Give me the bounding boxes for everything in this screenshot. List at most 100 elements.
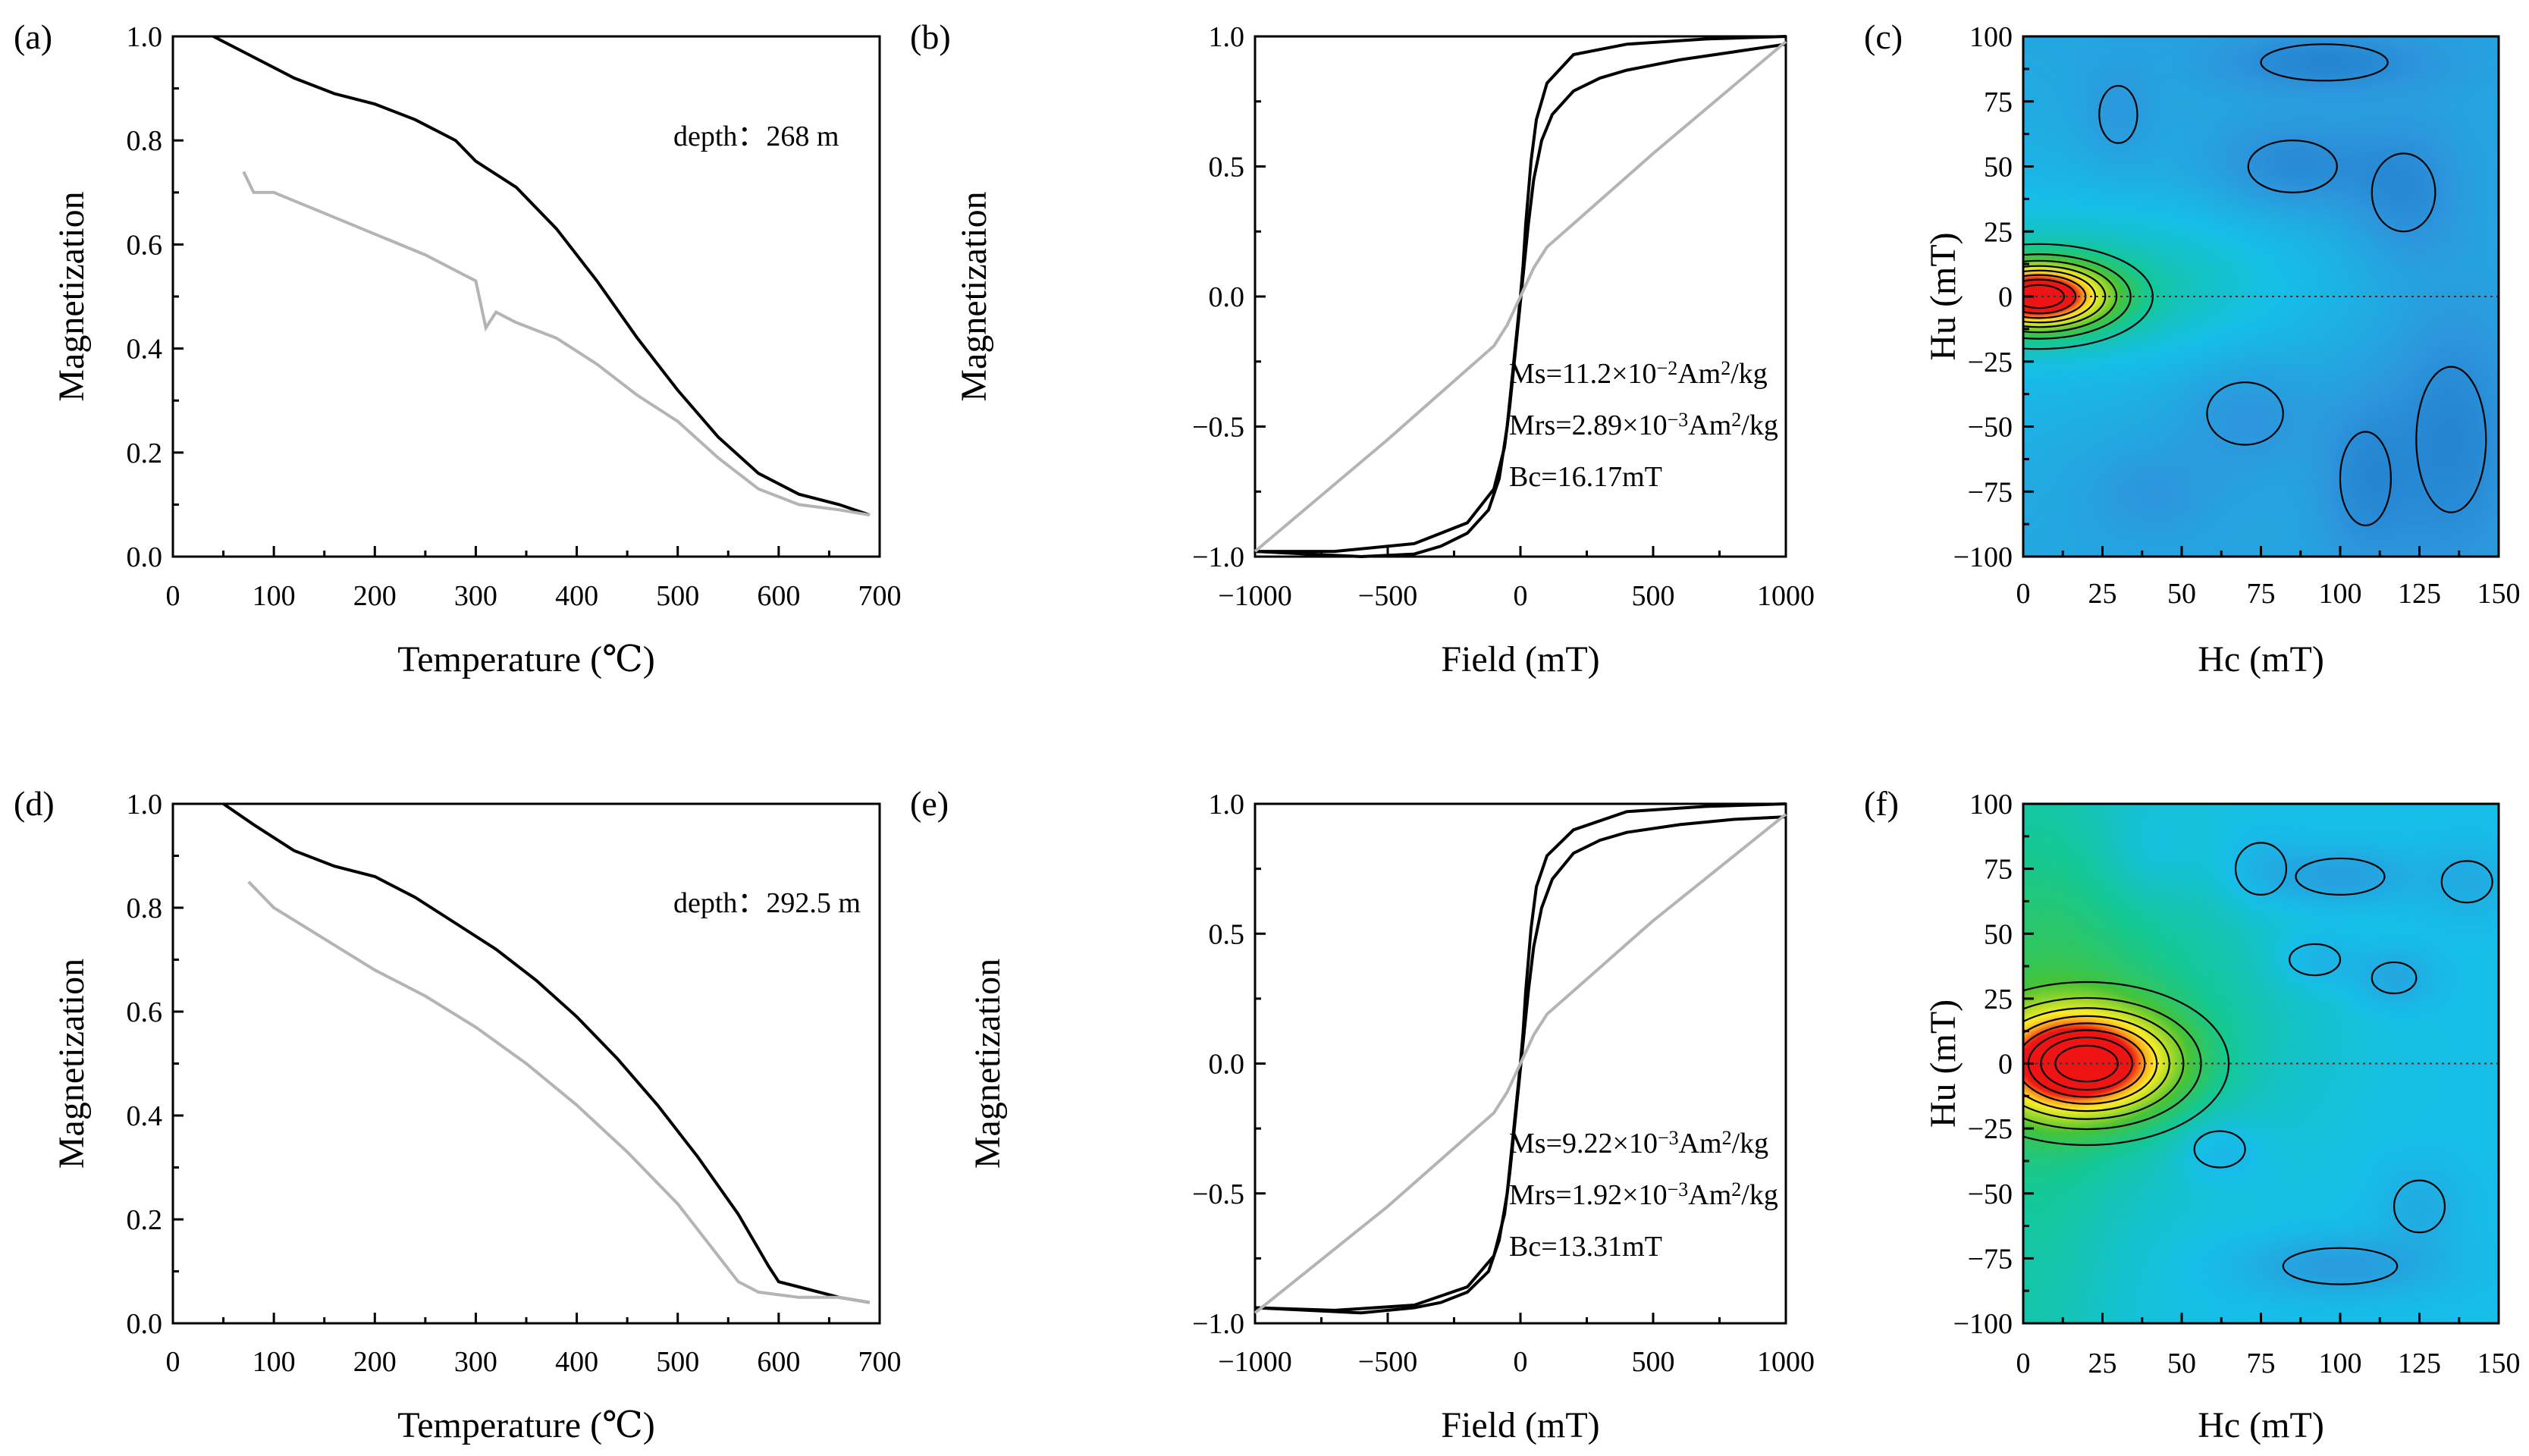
y-tick-label: 0.0 — [1209, 1049, 1245, 1081]
contour-ring — [2098, 85, 2138, 144]
y-tick-label: 0.6 — [127, 229, 163, 261]
series-line-heating — [222, 802, 871, 1304]
y-tick-label: 0.0 — [127, 541, 163, 573]
y-tick-label: 0.8 — [127, 125, 163, 157]
series-line-ascending-branch — [1254, 802, 1787, 1315]
y-tick-label: 25 — [1984, 984, 2013, 1015]
plot-frame — [171, 35, 881, 558]
x-tick-label: 75 — [2247, 1348, 2276, 1379]
x-tick-label: 150 — [2477, 1348, 2521, 1379]
y-tick-label: 75 — [1984, 86, 2013, 118]
contour-ring — [2193, 1130, 2246, 1169]
x-tick-label: −1000 — [1218, 1346, 1291, 1378]
contour-ring — [2023, 253, 2132, 340]
y-tick-label: −25 — [1968, 347, 2013, 378]
contour-ring — [2023, 284, 2065, 309]
annotation-part: −3 — [1658, 1127, 1679, 1149]
annotation-part: /kg — [1730, 358, 1768, 390]
annotation-part: 2 — [1731, 409, 1741, 431]
contour-lines — [2023, 43, 2487, 526]
contour-ring — [2289, 943, 2342, 977]
x-axis-title: Temperature (℃) — [397, 1405, 655, 1445]
y-axis-title: Magnetization — [968, 959, 1008, 1169]
annotation-part: 2 — [1731, 1178, 1741, 1200]
y-tick-label: 0.5 — [1209, 918, 1245, 950]
contour-ring — [2339, 431, 2392, 526]
y-tick-label: 0.6 — [127, 996, 163, 1028]
contour-ring — [2371, 152, 2436, 233]
x-tick-label: 600 — [757, 580, 800, 612]
x-tick-label: 150 — [2477, 578, 2521, 610]
x-tick-label: 200 — [353, 1346, 397, 1378]
y-tick-label: −75 — [1968, 1243, 2013, 1275]
y-tick-label: 0.0 — [127, 1308, 163, 1340]
x-tick-label: 100 — [253, 1346, 296, 1378]
y-tick-label: 1.0 — [1209, 789, 1245, 821]
x-axis-title: Hc (mT) — [2198, 1405, 2324, 1445]
x-tick-label: 125 — [2398, 578, 2441, 610]
y-axis-title: Magnetization — [954, 191, 994, 401]
series-line-ascending-branch — [1254, 35, 1787, 559]
y-axis-title: Hu (mT) — [1923, 232, 1963, 360]
y-tick-label: −50 — [1968, 412, 2013, 444]
annotation-part: Am — [1679, 1128, 1722, 1159]
contour-ring — [2295, 857, 2386, 896]
y-tick-label: 0.4 — [127, 1100, 163, 1132]
y-tick-label: 50 — [1984, 152, 2013, 184]
x-tick-label: 500 — [656, 580, 699, 612]
x-tick-label: 500 — [1632, 1346, 1675, 1378]
contour-ring — [2206, 381, 2284, 446]
annotation-part: Ms=11.2×10 — [1509, 358, 1657, 390]
x-tick-label: 0 — [2016, 1348, 2031, 1379]
y-axis-title: Magnetization — [52, 191, 92, 401]
y-tick-label: 1.0 — [127, 21, 163, 53]
y-tick-label: −1.0 — [1192, 1308, 1244, 1340]
x-axis-title: Hc (mT) — [2198, 639, 2324, 679]
x-tick-label: 25 — [2088, 1348, 2117, 1379]
x-tick-label: 100 — [2319, 1348, 2362, 1379]
panel-c: 0 25 50 75 100 125 150 −100 −75 −50 −25 0 25 50 75 100 H… — [1864, 17, 2521, 679]
y-tick-label: 100 — [1969, 21, 2013, 53]
x-tick-label: 50 — [2167, 1348, 2196, 1379]
y-tick-label: 0.2 — [127, 438, 163, 469]
contour-ring — [2040, 1036, 2133, 1091]
x-axis-title: Field (mT) — [1441, 639, 1599, 679]
annotation-part: Am — [1677, 358, 1721, 390]
annotation-part: /kg — [1741, 410, 1778, 441]
x-tick-label: 0 — [1514, 1346, 1528, 1378]
x-tick-label: 1000 — [1757, 1346, 1815, 1378]
panel-label: (f) — [1864, 784, 1899, 823]
annotation-part: −3 — [1668, 409, 1689, 431]
depth-annotation: depth：292.5 m — [673, 887, 861, 919]
y-tick-label: 0.2 — [127, 1204, 163, 1236]
contour-ring — [2023, 278, 2077, 315]
series-line-cooling — [247, 880, 871, 1304]
y-tick-label: 0.4 — [127, 334, 163, 366]
x-tick-label: −500 — [1358, 1346, 1417, 1378]
y-tick-label: 0.0 — [1209, 281, 1245, 313]
x-axis-title: Temperature (℃) — [397, 639, 655, 679]
contour-ring — [2440, 860, 2493, 904]
y-tick-label: 1.0 — [1209, 21, 1245, 53]
x-tick-label: 0 — [166, 1346, 180, 1378]
y-tick-label: 0.8 — [127, 893, 163, 924]
y-tick-label: 100 — [1969, 789, 2013, 821]
bc-annotation: Bc=13.31mT — [1509, 1231, 1662, 1263]
x-tick-label: −500 — [1358, 580, 1417, 612]
contour-ring — [2023, 269, 2097, 324]
x-tick-label: 300 — [454, 580, 497, 612]
contour-ring — [2371, 961, 2418, 995]
y-tick-label: −25 — [1968, 1113, 2013, 1145]
y-tick-label: 50 — [1984, 918, 2013, 950]
panel-e: −1000 −500 0 500 1000 −1.0 −0.5 0.0 0.5 1.0 Field … — [910, 784, 1815, 1445]
contour-ring — [2023, 981, 2230, 1147]
x-tick-label: 200 — [353, 580, 397, 612]
y-tick-label: 25 — [1984, 216, 2013, 248]
x-tick-label: 700 — [858, 1346, 902, 1378]
panel-a: 0 100 200 300 400 500 600 700 0.0 0.2 0.4 0.6 0.8 1.0… — [14, 17, 902, 679]
y-tick-label: 75 — [1984, 854, 2013, 886]
y-tick-label: −0.5 — [1192, 1178, 1244, 1210]
x-tick-label: 75 — [2247, 578, 2276, 610]
contour-ring — [2415, 366, 2487, 513]
panel-f: 0 25 50 75 100 125 150 −100 −75 −50 −25 0 25 50 75 100 H… — [1864, 784, 2521, 1445]
